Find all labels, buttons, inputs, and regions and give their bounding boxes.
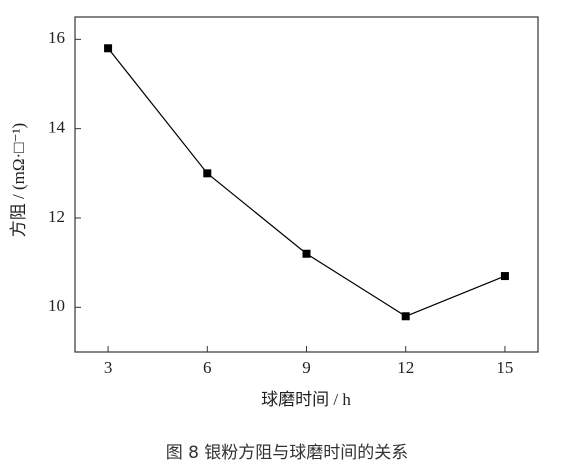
- y-tick-label: 10: [48, 296, 65, 315]
- x-tick-label: 6: [203, 358, 212, 377]
- plot-frame: [74, 16, 539, 353]
- y-tick-label: 12: [48, 207, 65, 226]
- x-tick-label: 9: [302, 358, 311, 377]
- x-axis-label: 球磨时间 / h: [261, 390, 351, 409]
- data-point: [401, 312, 410, 321]
- data-point: [203, 169, 212, 178]
- y-tick-label: 14: [48, 118, 66, 137]
- x-tick-label: 15: [496, 358, 513, 377]
- data-line: [107, 47, 506, 317]
- x-tick-label: 3: [104, 358, 113, 377]
- caption: 图 8 银粉方阻与球磨时间的关系: [166, 443, 409, 463]
- x-tick-label: 12: [397, 358, 414, 377]
- data-point: [500, 272, 509, 281]
- y-tick-label: 16: [48, 28, 65, 47]
- y-axis-label: 方阻 / (mΩ·□⁻¹): [9, 123, 28, 237]
- data-point: [302, 249, 311, 258]
- data-point: [104, 44, 113, 53]
